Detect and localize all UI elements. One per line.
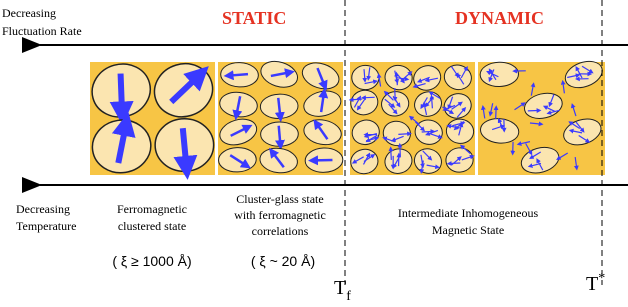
cluster <box>480 62 519 87</box>
cluster <box>351 65 379 90</box>
t: T <box>586 273 598 295</box>
state-label: correlations <box>252 224 309 238</box>
label: Temperature <box>16 219 76 233</box>
temperature-tf: Tf <box>334 277 351 304</box>
regime: STATIC <box>222 8 286 28</box>
spin-arrow <box>352 99 362 100</box>
spin-arrow <box>279 126 280 143</box>
spin-arrow <box>231 74 248 75</box>
spin-arrow <box>121 74 122 108</box>
correlation-length: ( ξ ≥ 1000 Å) <box>112 253 191 269</box>
diagram: Decreasing Fluctuation Rate STATIC DYNAM… <box>0 0 628 307</box>
label: Decreasing <box>16 202 70 216</box>
spin-arrow <box>398 134 408 135</box>
temperature-tstar: T* <box>586 271 605 295</box>
state-label: Cluster-glass state <box>236 192 323 206</box>
spin-arrow <box>397 75 398 85</box>
label: Decreasing <box>2 6 56 20</box>
t: T <box>334 277 346 299</box>
spin-arrow <box>422 131 432 132</box>
label: Fluctuation Rate <box>2 24 82 38</box>
spin-arrow <box>364 69 365 79</box>
spin-arrow <box>432 98 433 108</box>
spin-arrow <box>183 128 186 162</box>
spin-arrow <box>391 150 392 160</box>
regime: DYNAMIC <box>455 8 544 28</box>
state-label: with ferromagnetic <box>234 208 326 222</box>
state-label: Ferromagnetic <box>117 202 187 216</box>
panels <box>86 57 606 177</box>
superscript: * <box>598 271 605 286</box>
correlation-length: ( ξ ~ 20 Å) <box>251 253 315 269</box>
state-label: clustered state <box>118 219 186 233</box>
state-label: Magnetic State <box>432 223 504 237</box>
subscript: f <box>346 289 351 304</box>
state-label: Intermediate Inhomogeneous <box>398 206 539 220</box>
